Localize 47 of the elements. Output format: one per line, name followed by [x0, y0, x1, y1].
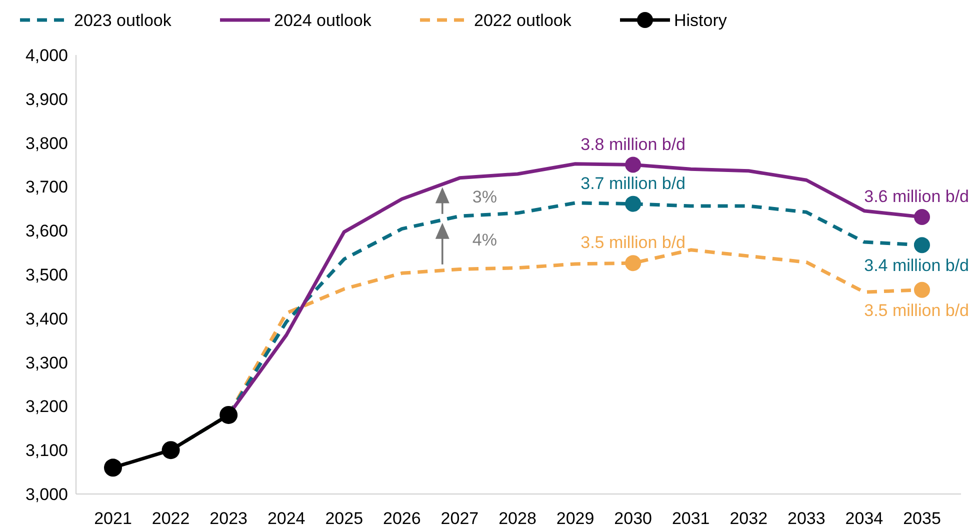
- point: [625, 156, 642, 173]
- x-tick-label: 2024: [267, 509, 306, 528]
- y-tick-label: 3,800: [25, 134, 68, 153]
- legend-label: History: [674, 11, 728, 30]
- x-tick-label: 2035: [903, 509, 941, 528]
- point: [625, 196, 642, 212]
- y-tick-label: 3,700: [25, 178, 68, 197]
- x-tick-label: 2031: [672, 509, 710, 528]
- x-tick-label: 2029: [556, 509, 594, 528]
- annotation: 3.5 million b/d: [580, 233, 686, 252]
- x-tick-label: 2032: [730, 509, 768, 528]
- point: [914, 237, 930, 254]
- x-tick-label: 2034: [845, 509, 884, 528]
- point: [914, 282, 930, 298]
- x-tick-label: 2021: [94, 509, 132, 528]
- point: [625, 255, 642, 272]
- y-tick-label: 3,400: [25, 309, 68, 328]
- point: [104, 458, 122, 477]
- x-tick-label: 2033: [788, 509, 826, 528]
- legend-label: 2024 outlook: [274, 11, 372, 30]
- annotation: 3.8 million b/d: [580, 134, 686, 154]
- point: [914, 208, 930, 225]
- y-tick-label: 3,200: [25, 397, 68, 416]
- y-tick-label: 3,900: [25, 90, 68, 109]
- x-tick-label: 2028: [498, 509, 536, 528]
- x-tick-label: 2030: [614, 509, 652, 528]
- point: [162, 441, 180, 460]
- annotation: 3%: [472, 188, 497, 207]
- legend-label: 2022 outlook: [474, 11, 572, 30]
- x-tick-label: 2025: [325, 509, 364, 528]
- annotation: 3.6 million b/d: [864, 186, 969, 206]
- x-tick-label: 2023: [210, 509, 248, 528]
- y-tick-label: 3,000: [25, 485, 68, 504]
- x-tick-label: 2022: [152, 509, 190, 528]
- annotation: 3.5 million b/d: [864, 300, 969, 320]
- annotation: 4%: [472, 230, 497, 250]
- x-tick-label: 2026: [383, 509, 421, 528]
- legend-label: 2023 outlook: [74, 11, 172, 30]
- annotation: 3.4 million b/d: [864, 256, 969, 276]
- point: [220, 406, 238, 424]
- y-tick-label: 4,000: [25, 46, 68, 65]
- y-tick-label: 3,500: [25, 266, 68, 284]
- annotation: 3.7 million b/d: [580, 174, 686, 193]
- y-tick-label: 3,600: [25, 222, 68, 241]
- y-tick-label: 3,300: [25, 353, 68, 372]
- x-tick-label: 2027: [440, 509, 479, 528]
- y-tick-label: 3,100: [25, 441, 68, 460]
